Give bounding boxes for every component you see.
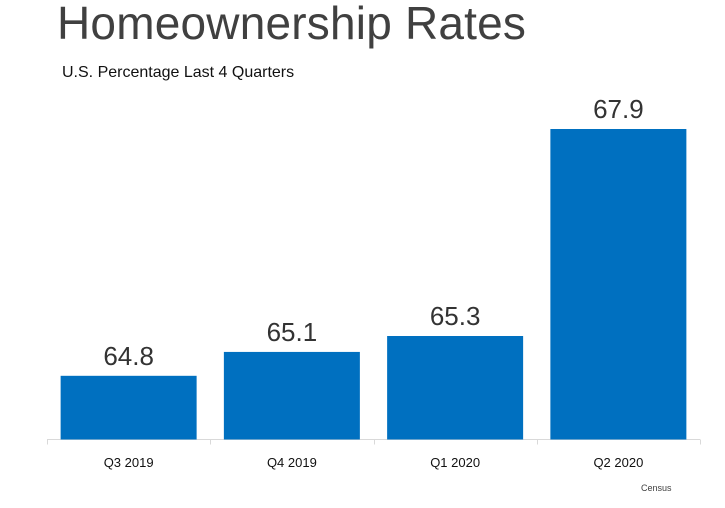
bar-q1-2020 xyxy=(387,336,524,440)
chart-title: Homeownership Rates xyxy=(57,0,527,49)
bar-q4-2019 xyxy=(223,351,360,440)
data-label: 67.9 xyxy=(593,94,644,124)
data-label: 65.3 xyxy=(430,301,481,331)
x-tick-label: Q1 2020 xyxy=(430,455,480,470)
bar-q2-2020 xyxy=(550,129,687,440)
source-note: Census xyxy=(641,483,672,493)
bar-q3-2019 xyxy=(60,375,197,440)
data-label: 65.1 xyxy=(267,317,318,347)
x-tick-label: Q2 2020 xyxy=(593,455,643,470)
chart-subtitle: U.S. Percentage Last 4 Quarters xyxy=(62,64,295,81)
data-label: 64.8 xyxy=(103,341,154,371)
x-tick-label: Q3 2019 xyxy=(104,455,154,470)
x-tick-label: Q4 2019 xyxy=(267,455,317,470)
